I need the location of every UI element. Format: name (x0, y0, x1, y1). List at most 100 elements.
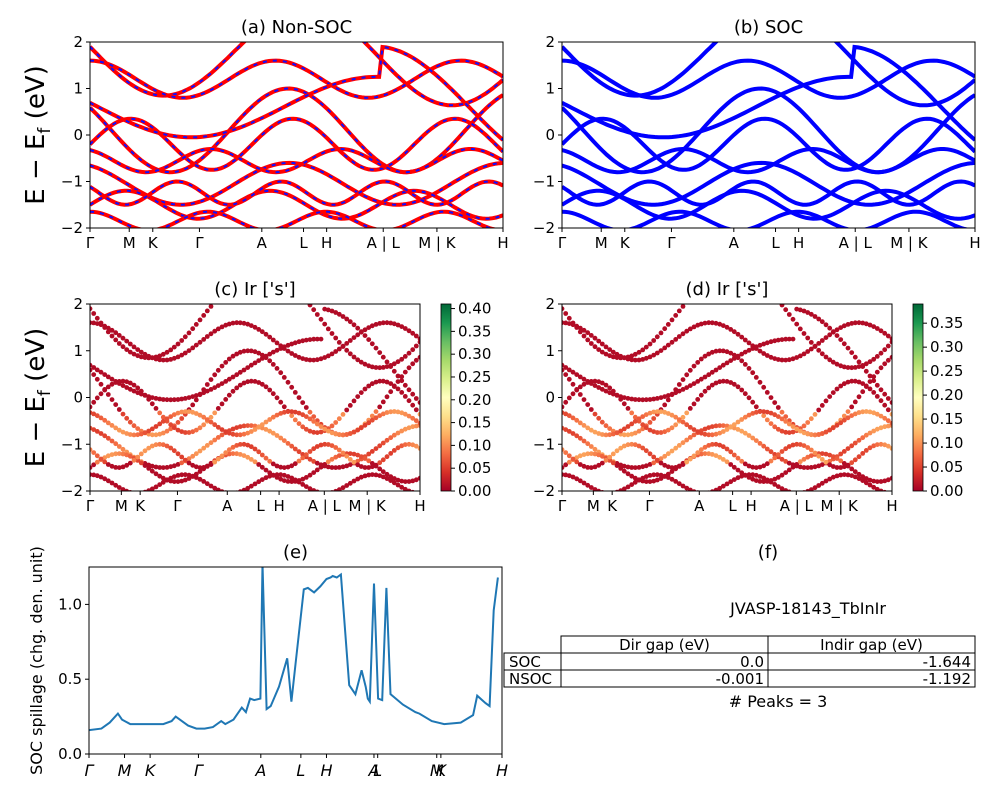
band-point (267, 334, 273, 340)
band-point (135, 426, 141, 431)
band-point (753, 478, 759, 483)
band-point (149, 463, 155, 469)
band-point (790, 356, 796, 362)
band-point (399, 374, 405, 380)
band-point (208, 440, 214, 446)
band-point (274, 412, 280, 418)
band-point (336, 432, 342, 438)
band-point (417, 446, 420, 451)
band-point (391, 448, 397, 453)
band-point (676, 308, 682, 314)
band-point (632, 442, 638, 448)
band-point (841, 417, 847, 423)
band-point (658, 409, 664, 414)
band-point (761, 341, 767, 347)
band-point (146, 428, 152, 434)
band-line-dashed (90, 147, 503, 174)
band-point (577, 453, 583, 459)
band-point (563, 450, 569, 455)
band-point (311, 488, 317, 491)
band-point (702, 451, 708, 456)
band-point (849, 404, 855, 410)
band-point (717, 321, 723, 327)
band-point (592, 383, 598, 388)
band-point (860, 478, 866, 483)
band-point (889, 400, 892, 405)
band-point (838, 451, 844, 457)
band-point (124, 462, 130, 468)
band-point (278, 411, 284, 416)
band-point (570, 381, 576, 387)
plot-area-b (562, 42, 975, 228)
band-point (805, 431, 811, 437)
y-axis-label-subscript: f (35, 127, 55, 134)
band-point (588, 465, 594, 470)
band-point (871, 484, 877, 490)
colorbar-tick-label: 0.30 (458, 345, 491, 363)
band-point (841, 381, 847, 387)
band-point (226, 392, 232, 398)
band-point (366, 325, 372, 330)
band-point (252, 360, 258, 366)
band-point (592, 446, 598, 452)
band-point (204, 443, 210, 448)
band-point (98, 431, 104, 436)
band-point (197, 317, 203, 323)
band-point (94, 413, 100, 419)
band-point (380, 411, 386, 417)
band-point (636, 416, 642, 422)
band-point (739, 387, 745, 393)
band-point (138, 460, 144, 466)
band-point (351, 335, 357, 340)
band-point (263, 353, 269, 359)
band-point (801, 423, 807, 429)
band-point (632, 397, 638, 402)
band-point (340, 343, 346, 349)
table-cell-value: -1.644 (923, 653, 971, 671)
band-point (834, 386, 840, 392)
band-point (116, 465, 122, 470)
band-point (658, 460, 664, 466)
band-point (322, 355, 328, 360)
band-point (863, 361, 869, 367)
band-point (267, 470, 273, 476)
band-point (164, 465, 170, 470)
band-point (742, 362, 748, 367)
band-point (406, 425, 412, 431)
band-point (256, 449, 262, 455)
band-point (779, 428, 785, 434)
colorbar-tick-label: 0.00 (458, 482, 491, 500)
band-point (270, 337, 276, 343)
band-point (285, 379, 291, 385)
band-point (724, 459, 730, 465)
band-point (786, 421, 792, 427)
x-tick-label: M | K (418, 234, 457, 252)
band-point (248, 348, 254, 354)
band-point (120, 464, 126, 470)
band-point (849, 460, 855, 466)
band-point (764, 353, 770, 358)
band-point (860, 435, 866, 441)
band-point (662, 326, 668, 332)
band-point (171, 412, 177, 417)
band-point (625, 432, 631, 438)
band-point (329, 430, 335, 436)
band-point (885, 357, 891, 363)
band-point (618, 488, 624, 491)
band-point (344, 432, 350, 437)
band-point (775, 357, 781, 362)
band-point (643, 448, 649, 454)
band-point (300, 482, 306, 487)
band-point (366, 383, 372, 389)
x-tick-label: H (886, 497, 897, 515)
band-point (131, 344, 137, 350)
band-point (669, 339, 675, 345)
band-point (599, 341, 605, 347)
band-point (278, 273, 283, 278)
band-point (742, 349, 748, 355)
x-tick-label: H (496, 761, 508, 780)
band-point (698, 392, 704, 398)
band-point (724, 349, 730, 355)
band-point (563, 427, 569, 432)
band-point (673, 390, 679, 396)
